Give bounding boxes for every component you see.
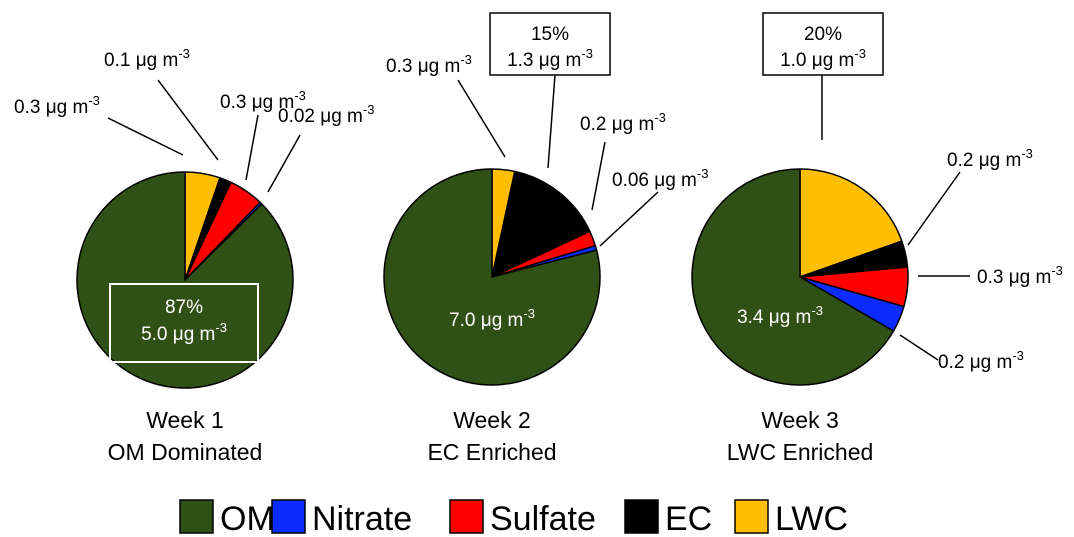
legend-swatch-ec (624, 499, 659, 534)
leader-line-nitrate-week-3 (899, 334, 939, 361)
leader-line-lwc-week-1 (107, 117, 184, 156)
label-lwc-week-2: 0.3 μg m-3 (386, 52, 472, 77)
slice-om-week-3 (691, 168, 895, 386)
label-lwc-week-3: 1.0 μg m-3 (780, 46, 866, 71)
legend-label-om: OM (220, 500, 275, 537)
chart-subtitle-week-2: EC Enriched (427, 439, 556, 465)
legend-swatch-sulfate (449, 499, 484, 534)
label-nitrate-week-3: 0.2 μg m-3 (938, 348, 1024, 373)
label-lwc-week-1: 0.3 μg m-3 (14, 93, 100, 118)
slice-om-week-2 (383, 168, 601, 386)
label-om-week-1: 5.0 μg m-3 (141, 320, 227, 345)
leader-line-nitrate-week-1 (267, 134, 301, 193)
chart-title-week-3: Week 3 (761, 407, 839, 433)
label-ec-week-3: 0.2 μg m-3 (947, 146, 1033, 171)
legend-swatch-nitrate (271, 499, 306, 534)
leader-line-ec-week-3 (907, 171, 961, 246)
om-callout-box-week-1 (109, 283, 259, 363)
label-om-week-3: 3.4 μg m-3 (737, 303, 823, 328)
leader-line-sulfate-week-1 (245, 114, 259, 181)
label-ec-week-2: 1.3 μg m-3 (507, 46, 593, 71)
label-sulfate-week-2: 0.2 μg m-3 (580, 110, 666, 135)
label-ec-percent-week-2: 15% (531, 24, 569, 45)
legend-swatch-om (179, 499, 214, 534)
label-nitrate-week-1: 0.02 μg m-3 (278, 102, 374, 127)
leader-line-sulfate-week-2 (591, 141, 606, 211)
leader-line-ec-week-2 (547, 74, 556, 169)
label-nitrate-week-2: 0.06 μg m-3 (612, 166, 708, 191)
leader-line-ec-week-1 (157, 79, 219, 161)
legend-label-ec: EC (665, 500, 712, 537)
label-om-week-2: 7.0 μg m-3 (449, 306, 535, 331)
legend: OM Nitrate Sulfate EC LWC (179, 499, 848, 537)
legend-label-lwc: LWC (775, 500, 848, 537)
chart-title-week-2: Week 2 (453, 407, 531, 433)
legend-label-sulfate: Sulfate (490, 500, 596, 537)
label-lwc-percent-week-3: 20% (804, 24, 842, 45)
slice-ec-week-2 (491, 170, 591, 278)
label-om-percent-week-1: 87% (165, 297, 203, 318)
callout-box-ec-week-2 (489, 12, 611, 76)
label-sulfate-week-3: 0.3 μg m-3 (977, 263, 1063, 288)
pie-week-2 (383, 168, 601, 386)
pie-week-1 (76, 171, 294, 389)
legend-swatch-lwc (734, 499, 769, 534)
chart-title-week-1: Week 1 (146, 407, 224, 433)
label-ec-week-1: 0.1 μg m-3 (104, 46, 190, 71)
chart-subtitle-week-1: OM Dominated (108, 439, 263, 465)
pie-week-3 (691, 168, 909, 386)
callout-box-lwc-week-3 (762, 12, 884, 76)
leader-line-nitrate-week-2 (599, 191, 659, 247)
leader-line-lwc-week-2 (457, 79, 506, 158)
legend-label-nitrate: Nitrate (312, 500, 412, 537)
chart-subtitle-week-3: LWC Enriched (727, 439, 874, 465)
label-sulfate-week-1: 0.3 μg m-3 (220, 88, 306, 113)
slice-om-week-1 (76, 171, 294, 389)
